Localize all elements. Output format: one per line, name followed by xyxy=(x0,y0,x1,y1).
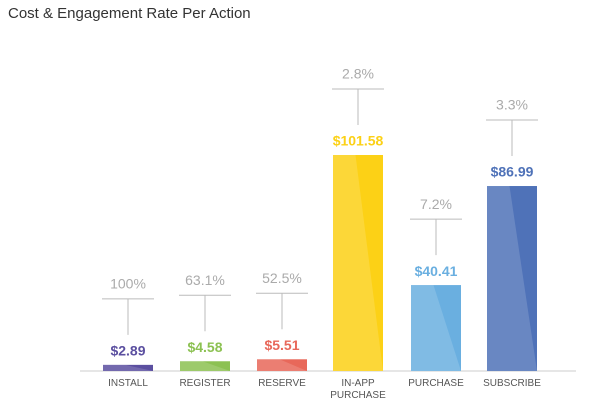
engagement-rate-label: 63.1% xyxy=(185,272,225,288)
bar xyxy=(487,186,537,371)
bar xyxy=(411,285,461,371)
bar-shade xyxy=(103,364,153,371)
bar-shade xyxy=(411,285,461,371)
bar xyxy=(180,361,230,371)
x-tick-label: PURCHASE xyxy=(408,378,464,389)
engagement-rate-label: 100% xyxy=(110,276,146,292)
value-label: $86.99 xyxy=(491,164,534,180)
x-tick-label: RESERVE xyxy=(258,378,306,389)
bar xyxy=(103,364,153,371)
x-tick-label: INSTALL xyxy=(108,378,148,389)
engagement-rate-label: 52.5% xyxy=(262,270,302,286)
bar-shade xyxy=(180,361,230,371)
x-tick-label: REGISTER xyxy=(179,378,231,389)
x-tick-label: IN-APP PURCHASE xyxy=(330,378,386,401)
value-label: $40.41 xyxy=(415,263,458,279)
bar xyxy=(333,155,383,371)
value-label: $4.58 xyxy=(187,339,222,355)
bar-shade xyxy=(333,155,383,371)
bar-shade xyxy=(257,359,307,371)
bar-shade xyxy=(487,186,537,371)
engagement-rate-label: 7.2% xyxy=(420,196,452,212)
x-tick-label: SUBSCRIBE xyxy=(483,378,541,389)
value-label: $5.51 xyxy=(264,337,299,353)
engagement-rate-label: 3.3% xyxy=(496,97,528,113)
bar xyxy=(257,359,307,371)
chart-title: Cost & Engagement Rate Per Action xyxy=(8,5,251,22)
value-label: $101.58 xyxy=(333,133,384,149)
engagement-rate-label: 2.8% xyxy=(342,66,374,82)
value-label: $2.89 xyxy=(110,343,145,359)
